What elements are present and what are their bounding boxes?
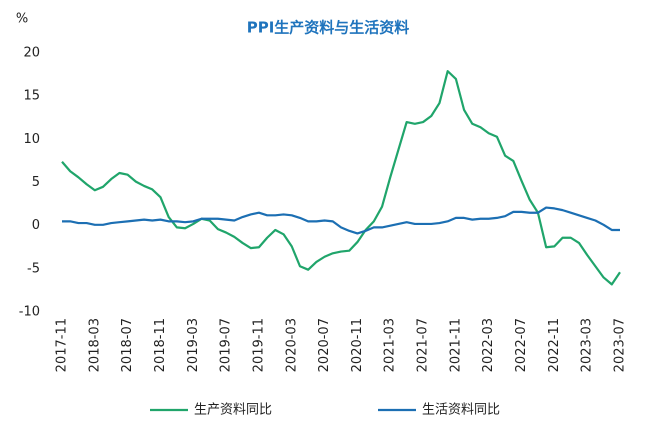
x-tick-label: 2020-03 [284, 318, 299, 372]
x-tick-label: 2020-07 [317, 318, 332, 372]
y-axis-label: % [16, 12, 28, 27]
chart-title: PPI生产资料与生活资料 [247, 19, 410, 37]
x-tick-label: 2022-03 [481, 318, 496, 372]
y-tick-label: -5 [27, 261, 40, 276]
x-tick-label: 2021-11 [448, 318, 463, 372]
x-tick-label: 2022-11 [547, 318, 562, 372]
x-tick-label: 2023-07 [613, 318, 628, 372]
y-tick-label: 5 [32, 175, 40, 190]
x-tick-label: 2021-03 [383, 318, 398, 372]
x-tick-label: 2019-03 [186, 318, 201, 372]
x-tick-label: 2018-03 [87, 318, 102, 372]
x-tick-label: 2020-11 [350, 318, 365, 372]
legend-label: 生产资料同比 [194, 403, 272, 418]
x-tick-label: 2022-07 [514, 318, 529, 372]
x-tick-label: 2021-07 [416, 318, 431, 372]
x-tick-label: 2018-07 [120, 318, 135, 372]
line-series [62, 206, 620, 235]
x-tick-label: 2017-11 [55, 318, 70, 372]
x-tick-label: 2019-11 [251, 318, 266, 372]
x-tick-label: 2023-03 [580, 318, 595, 372]
y-tick-label: 10 [23, 132, 40, 147]
line-series [61, 70, 621, 286]
y-tick-label: 0 [32, 218, 40, 233]
x-tick-label: 2019-07 [219, 318, 234, 372]
x-tick-label: 2018-11 [153, 318, 168, 372]
y-tick-label: -10 [19, 305, 40, 320]
y-tick-label: 15 [23, 89, 40, 104]
legend-label: 生活资料同比 [422, 403, 500, 418]
y-tick-label: 20 [23, 46, 40, 61]
